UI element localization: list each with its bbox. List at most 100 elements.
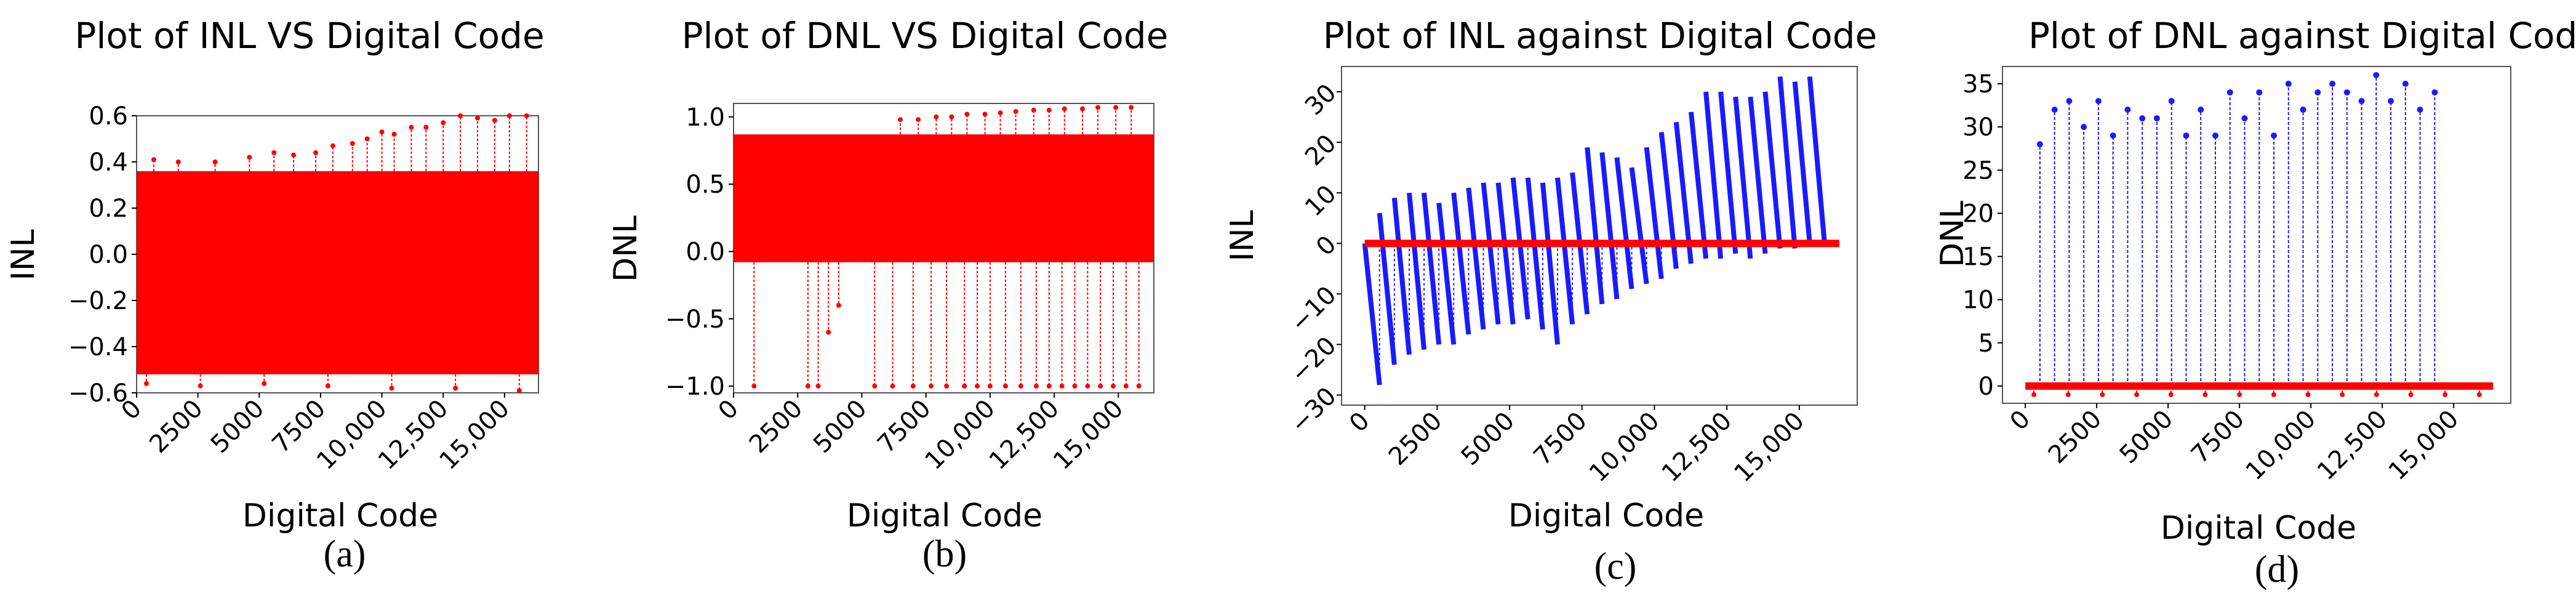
series-group — [137, 113, 538, 393]
sawtooth-segment — [1777, 76, 1798, 249]
sawtooth-segment — [1599, 152, 1620, 300]
dip-point — [929, 384, 934, 389]
x-axis-label: Digital Code — [2161, 510, 2356, 547]
spike-point — [175, 159, 181, 164]
y-tick-label: 0.0 — [89, 241, 128, 269]
y-tick-label: −0.6 — [68, 379, 128, 408]
y-tick-label: 20 — [1300, 129, 1342, 172]
y-tick-label: 15 — [1962, 243, 1994, 272]
spike-point — [897, 117, 903, 123]
x-tick-label: 2500 — [744, 395, 809, 459]
dip-point — [826, 329, 831, 335]
dip-point — [2100, 392, 2105, 397]
x-axis-label: Digital Code — [1508, 497, 1704, 534]
dip-point — [325, 383, 330, 389]
dip-point — [872, 384, 878, 389]
stem-point — [2256, 89, 2263, 96]
y-tick-label: 5 — [1978, 329, 1994, 358]
chart-title: Plot of INL against Digital Code — [1323, 15, 1878, 57]
sawtooth-segment — [1451, 192, 1471, 335]
spike-point — [949, 114, 954, 119]
x-tick-label: 5000 — [206, 395, 270, 459]
chart-title: Plot of INL VS Digital Code — [74, 15, 544, 57]
sawtooth-segment — [1614, 157, 1634, 289]
panel-caption: (b) — [922, 533, 967, 575]
sawtooth-segment — [1644, 147, 1664, 280]
y-tick-label: 30 — [1300, 79, 1342, 121]
sawtooth-segment — [1406, 192, 1427, 350]
stem-point — [2124, 107, 2131, 113]
y-axis-label: DNL — [1934, 201, 1971, 267]
x-tick-label: 5000 — [808, 395, 873, 459]
sawtooth-segment — [1748, 96, 1768, 254]
dip-point — [815, 384, 821, 389]
dip-point — [1136, 384, 1142, 389]
x-axis-label: Digital Code — [242, 497, 438, 534]
sawtooth-segment — [1703, 91, 1724, 259]
sawtooth-segment — [1422, 192, 1442, 345]
stem-point — [2271, 132, 2278, 139]
x-tick-label: 5000 — [1456, 407, 1521, 472]
series-group — [1362, 76, 1839, 385]
x-tick-label: 2500 — [144, 395, 209, 459]
sawtooth-segment — [1510, 177, 1530, 320]
x-tick-label: 7500 — [2186, 405, 2250, 470]
dip-point — [2476, 392, 2482, 397]
stem-point — [2358, 98, 2365, 105]
dip-point — [1123, 384, 1129, 389]
panel-caption: (c) — [1594, 546, 1637, 587]
spike-point — [409, 124, 414, 130]
dip-point — [453, 385, 458, 391]
spike-point — [271, 150, 277, 155]
stem-point — [2417, 107, 2423, 113]
spike-point — [1031, 107, 1036, 113]
dip-point — [890, 384, 895, 389]
y-tick-label: −0.4 — [68, 333, 128, 361]
dip-point — [2237, 392, 2242, 397]
dip-point — [1072, 384, 1078, 389]
dip-point — [910, 384, 916, 389]
stem-point — [2314, 89, 2321, 96]
y-tick-label: 25 — [1962, 156, 1994, 185]
sawtooth-segment — [1629, 167, 1649, 284]
sawtooth-segment — [1555, 177, 1575, 325]
stem-point — [2139, 115, 2146, 122]
y-tick-label: 10 — [1962, 286, 1994, 315]
dip-point — [836, 302, 841, 308]
stem-point — [2110, 132, 2116, 139]
x-tick-label: 15,000 — [2383, 405, 2464, 486]
spike-point — [506, 113, 512, 118]
spike-point — [1062, 106, 1067, 111]
y-axis-label: INL — [5, 229, 42, 280]
stem-point — [2153, 115, 2160, 122]
dip-point — [2202, 392, 2208, 397]
stem-point — [2036, 141, 2043, 148]
spike-point — [492, 118, 497, 123]
sawtooth-segment — [1525, 177, 1545, 330]
data-band — [734, 134, 1154, 262]
spike-point — [916, 117, 921, 123]
spike-point — [1046, 107, 1052, 113]
sawtooth-segment — [1585, 147, 1605, 305]
sawtooth-segment — [1466, 187, 1486, 330]
chart-panel-0: Plot of INL VS Digital Code 0.6 0.4 0.2 0.0 −… — [5, 15, 545, 575]
spike-point — [247, 155, 252, 160]
dip-point — [389, 385, 394, 391]
sawtooth-segment — [1436, 203, 1457, 345]
y-axis-label: DNL — [607, 215, 644, 282]
spike-point — [364, 136, 370, 142]
spike-point — [458, 113, 463, 118]
stem-point — [2095, 98, 2102, 105]
x-tick-label: 5000 — [2114, 405, 2179, 470]
sawtooth-segment — [1658, 132, 1679, 269]
x-axis-label: Digital Code — [847, 497, 1042, 534]
y-tick-label: 1.0 — [686, 103, 725, 132]
stem-point — [2226, 89, 2233, 96]
dip-point — [2408, 392, 2414, 397]
spike-point — [1013, 109, 1018, 115]
y-tick-label: −0.5 — [665, 305, 725, 334]
x-tick-label: 15,000 — [434, 395, 514, 475]
stem-point — [2066, 98, 2073, 105]
dip-point — [2065, 392, 2071, 397]
